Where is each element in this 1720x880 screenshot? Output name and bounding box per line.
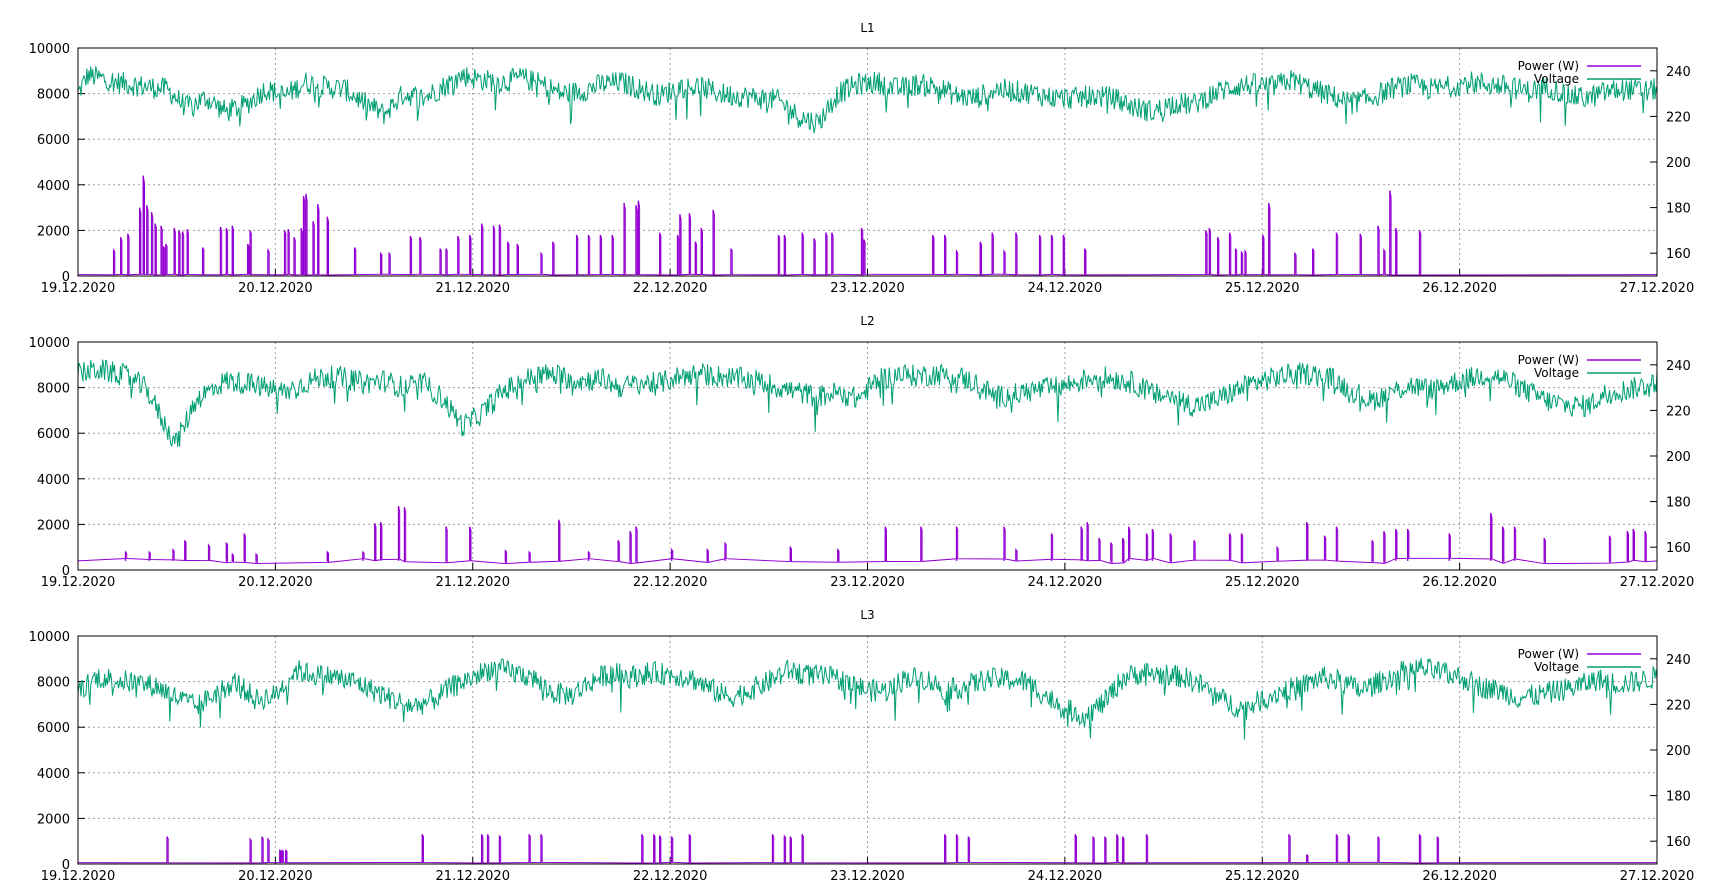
legend-label: Power (W) bbox=[1518, 353, 1579, 367]
x-tick-label: 27.12.2020 bbox=[1620, 869, 1694, 880]
y2-tick-label: 160 bbox=[1666, 247, 1691, 262]
x-tick-label: 24.12.2020 bbox=[1028, 869, 1102, 880]
x-tick-label: 24.12.2020 bbox=[1028, 281, 1102, 296]
x-tick-label: 21.12.2020 bbox=[436, 869, 510, 880]
x-tick-label: 26.12.2020 bbox=[1422, 575, 1496, 590]
x-tick-label: 26.12.2020 bbox=[1422, 869, 1496, 880]
y-tick-label: 8000 bbox=[37, 88, 70, 103]
x-tick-label: 23.12.2020 bbox=[830, 281, 904, 296]
series-power-line bbox=[77, 506, 1658, 565]
x-tick-label: 22.12.2020 bbox=[633, 575, 707, 590]
x-tick-label: 23.12.2020 bbox=[830, 869, 904, 880]
y2-tick-label: 240 bbox=[1666, 653, 1691, 668]
plot-frame bbox=[77, 341, 1658, 571]
legend-label: Power (W) bbox=[1518, 59, 1579, 73]
x-tick-label: 19.12.2020 bbox=[41, 869, 115, 880]
x-tick-label: 20.12.2020 bbox=[238, 575, 312, 590]
x-tick-label: 22.12.2020 bbox=[633, 281, 707, 296]
legend-label: Voltage bbox=[1534, 660, 1579, 674]
y2-tick-label: 220 bbox=[1666, 698, 1691, 713]
plot-frame bbox=[77, 635, 1658, 865]
y-tick-label: 2000 bbox=[37, 224, 70, 239]
y2-tick-label: 200 bbox=[1666, 744, 1691, 759]
y-tick-label: 0 bbox=[62, 858, 70, 873]
y-tick-label: 4000 bbox=[37, 473, 70, 488]
x-tick-label: 25.12.2020 bbox=[1225, 575, 1299, 590]
y2-tick-label: 220 bbox=[1666, 404, 1691, 419]
x-tick-label: 25.12.2020 bbox=[1225, 281, 1299, 296]
y-tick-label: 10000 bbox=[29, 336, 70, 351]
y-tick-label: 6000 bbox=[37, 133, 70, 148]
chart-title: L3 bbox=[860, 608, 874, 622]
y2-tick-label: 180 bbox=[1666, 790, 1691, 805]
y-tick-label: 8000 bbox=[37, 676, 70, 691]
y-tick-label: 6000 bbox=[37, 427, 70, 442]
y2-tick-label: 160 bbox=[1666, 541, 1691, 556]
x-tick-label: 25.12.2020 bbox=[1225, 869, 1299, 880]
chart-panel-l3: L3 0 2000 4000 6000 8000 10000 19.12.2020 20.12.… bbox=[29, 608, 1695, 880]
y-tick-label: 10000 bbox=[29, 42, 70, 57]
series-voltage-line bbox=[77, 657, 1658, 740]
y2-tick-label: 220 bbox=[1666, 110, 1691, 125]
y2-tick-label: 180 bbox=[1666, 202, 1691, 217]
x-tick-label: 23.12.2020 bbox=[830, 575, 904, 590]
x-tick-label: 21.12.2020 bbox=[436, 281, 510, 296]
y2-tick-label: 160 bbox=[1666, 835, 1691, 850]
plot-frame bbox=[77, 47, 1658, 277]
chart-title: L1 bbox=[860, 21, 874, 35]
x-tick-label: 19.12.2020 bbox=[41, 281, 115, 296]
y2-tick-label: 180 bbox=[1666, 496, 1691, 511]
x-tick-label: 26.12.2020 bbox=[1422, 281, 1496, 296]
legend-label: Voltage bbox=[1534, 72, 1579, 86]
chart-title: L2 bbox=[860, 314, 874, 328]
chart-panel-l2: L2 0 2000 4000 6000 8000 10000 19.12.2020 20.12.… bbox=[29, 314, 1695, 590]
y-tick-label: 0 bbox=[62, 564, 70, 579]
y2-tick-label: 200 bbox=[1666, 156, 1691, 171]
y-tick-label: 6000 bbox=[37, 721, 70, 736]
x-tick-label: 20.12.2020 bbox=[238, 281, 312, 296]
y-tick-label: 8000 bbox=[37, 382, 70, 397]
y-tick-label: 4000 bbox=[37, 767, 70, 782]
y-tick-label: 10000 bbox=[29, 630, 70, 645]
x-tick-label: 22.12.2020 bbox=[633, 869, 707, 880]
series-voltage-line bbox=[77, 66, 1658, 134]
y-tick-label: 2000 bbox=[37, 812, 70, 827]
legend-label: Power (W) bbox=[1518, 647, 1579, 661]
x-tick-label: 19.12.2020 bbox=[41, 575, 115, 590]
x-tick-label: 27.12.2020 bbox=[1620, 281, 1694, 296]
series-voltage-line bbox=[77, 359, 1658, 448]
x-tick-label: 24.12.2020 bbox=[1028, 575, 1102, 590]
y2-tick-label: 200 bbox=[1666, 450, 1691, 465]
y-tick-label: 0 bbox=[62, 270, 70, 285]
chart-panel-l1: L1 0 2000 4000 6000 8000 10000 19.12.2020 20.12.… bbox=[29, 21, 1695, 296]
y2-tick-label: 240 bbox=[1666, 359, 1691, 374]
y-tick-label: 4000 bbox=[37, 179, 70, 194]
x-tick-label: 21.12.2020 bbox=[436, 575, 510, 590]
x-tick-label: 20.12.2020 bbox=[238, 869, 312, 880]
y-tick-label: 2000 bbox=[37, 518, 70, 533]
y2-tick-label: 240 bbox=[1666, 65, 1691, 80]
legend-label: Voltage bbox=[1534, 366, 1579, 380]
x-tick-label: 27.12.2020 bbox=[1620, 575, 1694, 590]
